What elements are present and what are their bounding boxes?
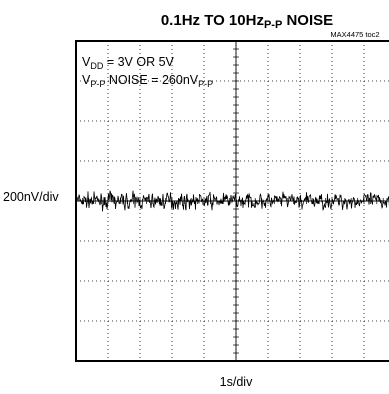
annotation-vdd: VDD = 3V OR 5V [82,55,175,71]
x-axis-label: 1s/div [220,375,253,389]
annotation-noise: VP-P NOISE = 260nVP-P [82,73,213,89]
plot-frame [75,40,389,362]
y-axis-label: 200nV/div [3,190,59,204]
noise-trace [75,190,389,212]
chart-title: 0.1Hz TO 10HzP-P NOISE [161,12,333,31]
chart-tag: MAX4475 toc2 [330,30,379,39]
